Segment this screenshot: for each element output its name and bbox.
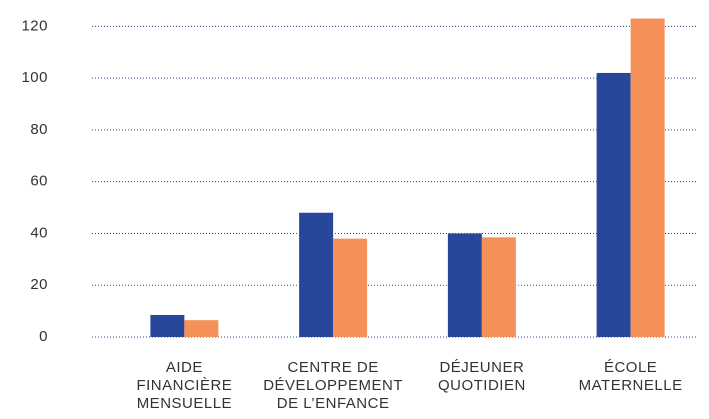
y-tick-label: 100 [21, 69, 48, 86]
bar [596, 72, 631, 338]
x-tick-label: FINANCIÈRE [136, 377, 232, 394]
bar [150, 314, 185, 337]
x-tick-label: MENSUELLE [137, 395, 232, 412]
x-tick-label: QUOTIDIEN [438, 377, 526, 394]
x-tick-label: MATERNELLE [579, 377, 683, 394]
bar [299, 212, 334, 337]
x-tick-label: DÉJEUNER [439, 359, 524, 376]
x-tick-label: ÉCOLE [604, 359, 657, 376]
y-tick-label: 0 [39, 328, 48, 345]
bar [184, 320, 219, 337]
y-tick-label: 80 [30, 121, 48, 138]
x-tick-label: CENTRE DE [288, 359, 379, 376]
bar [447, 233, 482, 337]
bar [333, 238, 368, 337]
y-tick-label: 60 [30, 173, 48, 190]
bar [481, 237, 516, 337]
y-tick-label: 40 [30, 224, 48, 241]
x-tick-label: DÉVELOPPEMENT [263, 377, 403, 394]
bar [630, 18, 665, 337]
y-tick-label: 120 [21, 17, 48, 34]
x-tick-label: AIDE [166, 359, 203, 376]
y-tick-label: 20 [30, 276, 48, 293]
x-tick-label: DE L’ENFANCE [277, 395, 390, 412]
